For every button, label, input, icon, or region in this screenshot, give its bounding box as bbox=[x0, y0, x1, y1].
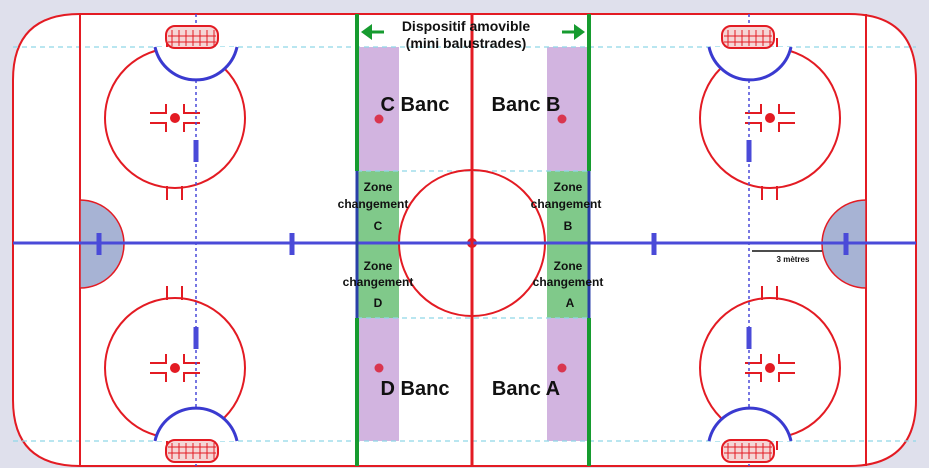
goal-net-bottom-right-icon bbox=[707, 406, 793, 463]
zone-b-word-zone: Zone bbox=[554, 180, 583, 194]
green-arrow-left-icon bbox=[361, 24, 384, 40]
bench-label-b: Banc B bbox=[492, 94, 561, 116]
change-zone-c bbox=[357, 171, 399, 243]
zone-b-word-change: changement bbox=[531, 197, 602, 211]
rink-boards bbox=[12, 13, 917, 467]
bench-dots bbox=[374, 114, 567, 373]
dashed-guide-lines bbox=[13, 46, 916, 442]
zone-c-word-zone: Zone bbox=[364, 180, 393, 194]
goal-net-top-left-icon bbox=[153, 25, 239, 82]
change-zone-d bbox=[357, 243, 399, 318]
measure-label: 3 mètres bbox=[777, 255, 810, 264]
bench-a-area bbox=[547, 318, 589, 441]
faceoff-l-marks bbox=[150, 104, 795, 382]
zone-c-letter: C bbox=[374, 219, 383, 233]
bench-b-area bbox=[547, 47, 589, 171]
zone-d-word-change: changement bbox=[343, 275, 414, 289]
green-arrow-right-icon bbox=[562, 24, 585, 40]
goal-net-top-right-icon bbox=[707, 25, 793, 82]
header-line-2: (mini balustrades) bbox=[406, 35, 527, 51]
bench-d-area bbox=[357, 318, 399, 441]
change-zone-a bbox=[547, 243, 589, 318]
zone-d-letter: D bbox=[374, 296, 383, 310]
bench-label-d: D Banc bbox=[381, 378, 450, 400]
bench-label-c: C Banc bbox=[381, 94, 450, 116]
zone-a-word-change: changement bbox=[533, 275, 604, 289]
header-line-1: Dispositif amovible bbox=[402, 18, 531, 34]
change-zone-b bbox=[547, 171, 589, 243]
zone-b-letter: B bbox=[564, 219, 573, 233]
zone-d-word-zone: Zone bbox=[364, 259, 393, 273]
green-barriers bbox=[355, 14, 591, 466]
zone-a-word-zone: Zone bbox=[554, 259, 583, 273]
zone-c-word-change: changement bbox=[338, 197, 409, 211]
bench-label-a: Banc A bbox=[492, 378, 560, 400]
goal-net-bottom-left-icon bbox=[153, 406, 239, 463]
bench-c-area bbox=[357, 47, 399, 171]
zone-a-letter: A bbox=[566, 296, 575, 310]
